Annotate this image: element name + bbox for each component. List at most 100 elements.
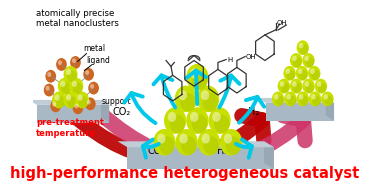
Text: H₂: H₂ <box>248 107 259 117</box>
Circle shape <box>311 94 316 100</box>
FancyArrowPatch shape <box>236 139 252 158</box>
FancyArrowPatch shape <box>124 93 155 123</box>
Circle shape <box>292 56 297 61</box>
Circle shape <box>197 86 219 112</box>
FancyArrowPatch shape <box>72 114 264 159</box>
Text: OH: OH <box>246 53 256 60</box>
Circle shape <box>311 70 320 80</box>
Circle shape <box>306 83 314 93</box>
Polygon shape <box>117 141 274 147</box>
Circle shape <box>300 96 308 106</box>
Circle shape <box>90 84 94 89</box>
Circle shape <box>190 112 198 122</box>
Circle shape <box>293 83 302 93</box>
Circle shape <box>178 90 187 100</box>
Polygon shape <box>266 103 334 121</box>
Circle shape <box>297 91 309 106</box>
Circle shape <box>299 43 303 48</box>
Polygon shape <box>127 147 274 169</box>
Circle shape <box>317 81 322 87</box>
Circle shape <box>169 115 185 133</box>
Circle shape <box>56 58 67 71</box>
Circle shape <box>47 72 51 77</box>
Circle shape <box>64 66 78 83</box>
Circle shape <box>58 78 72 94</box>
Text: CO: CO <box>147 146 162 156</box>
Text: ligand: ligand <box>86 56 110 65</box>
Text: atomically precise: atomically precise <box>36 9 114 18</box>
Text: support: support <box>102 97 131 106</box>
Circle shape <box>46 70 56 83</box>
Circle shape <box>85 70 89 75</box>
Circle shape <box>292 81 297 87</box>
Circle shape <box>72 81 77 87</box>
Circle shape <box>281 83 289 93</box>
Circle shape <box>208 107 231 134</box>
Text: metal: metal <box>84 44 106 53</box>
Circle shape <box>300 44 308 55</box>
FancyArrowPatch shape <box>143 139 159 158</box>
Circle shape <box>67 70 77 82</box>
Circle shape <box>310 68 315 74</box>
Circle shape <box>58 60 62 65</box>
Circle shape <box>309 91 321 106</box>
FancyArrowPatch shape <box>154 75 175 108</box>
Polygon shape <box>264 141 274 169</box>
Circle shape <box>52 102 56 106</box>
Circle shape <box>299 94 303 100</box>
Circle shape <box>202 133 210 144</box>
Circle shape <box>321 91 334 106</box>
Circle shape <box>159 136 174 155</box>
Circle shape <box>305 56 309 61</box>
Circle shape <box>324 96 333 106</box>
Circle shape <box>293 57 302 67</box>
Circle shape <box>46 86 50 91</box>
Circle shape <box>186 64 208 91</box>
Circle shape <box>198 129 220 156</box>
Polygon shape <box>28 100 109 105</box>
Circle shape <box>64 91 78 108</box>
Circle shape <box>202 93 218 112</box>
Circle shape <box>280 81 285 87</box>
Circle shape <box>153 129 175 156</box>
FancyArrowPatch shape <box>219 75 239 107</box>
Circle shape <box>312 96 321 106</box>
Circle shape <box>74 104 78 108</box>
Circle shape <box>186 107 208 134</box>
Circle shape <box>88 82 99 94</box>
Circle shape <box>214 115 230 133</box>
Circle shape <box>66 94 71 101</box>
Text: CO₂: CO₂ <box>112 107 131 117</box>
Circle shape <box>75 91 89 108</box>
Text: metal nanoclusters: metal nanoclusters <box>36 19 119 28</box>
Circle shape <box>297 40 309 55</box>
Circle shape <box>69 78 83 94</box>
Circle shape <box>283 66 296 81</box>
Circle shape <box>56 96 65 108</box>
Circle shape <box>286 94 291 100</box>
Circle shape <box>168 112 176 122</box>
Circle shape <box>72 58 76 63</box>
Circle shape <box>284 91 297 106</box>
Circle shape <box>87 100 91 105</box>
Circle shape <box>287 96 296 106</box>
Circle shape <box>298 68 303 74</box>
Text: OH: OH <box>276 20 287 26</box>
Circle shape <box>224 133 232 144</box>
Circle shape <box>60 81 65 87</box>
Circle shape <box>226 136 241 155</box>
Circle shape <box>272 91 284 106</box>
Circle shape <box>77 94 83 101</box>
Circle shape <box>286 68 290 74</box>
Circle shape <box>274 94 279 100</box>
Circle shape <box>278 79 290 94</box>
FancyArrowPatch shape <box>101 114 305 162</box>
Circle shape <box>52 91 66 108</box>
Circle shape <box>296 66 308 81</box>
Circle shape <box>305 81 309 87</box>
Circle shape <box>306 57 314 67</box>
Circle shape <box>318 83 326 93</box>
Text: high-performance heterogeneous catalyst: high-performance heterogeneous catalyst <box>10 166 360 181</box>
Circle shape <box>323 94 328 100</box>
Circle shape <box>50 99 61 112</box>
